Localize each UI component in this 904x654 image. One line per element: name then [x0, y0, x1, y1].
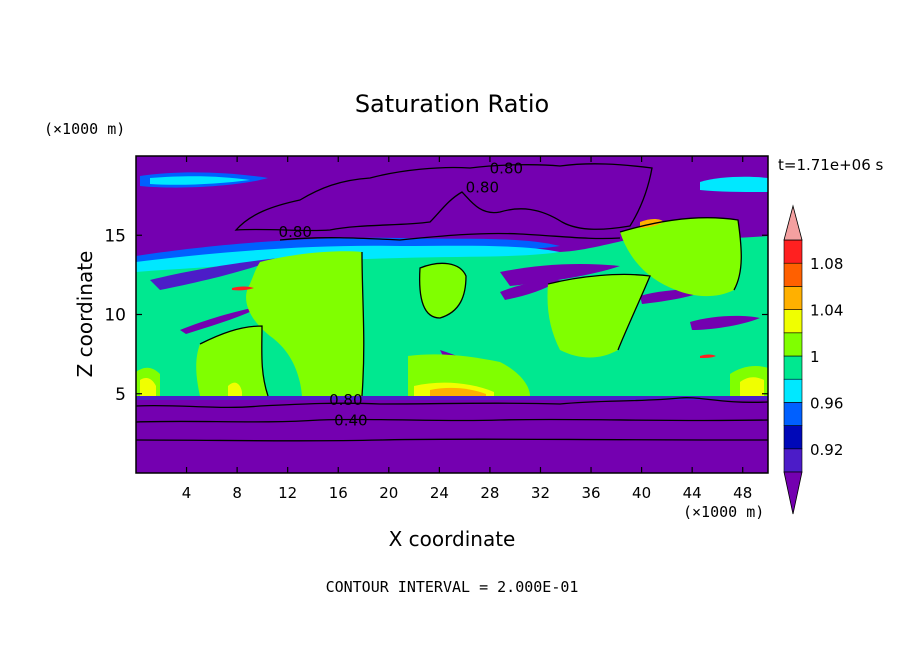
region-orange-1 [430, 387, 486, 396]
region-tongue-mid-2 [500, 280, 560, 300]
y-tick-label: 10 [104, 306, 126, 326]
colorbar-label: 1.08 [810, 255, 843, 273]
x-tick-label: 28 [480, 484, 499, 502]
contour-label: 0.40 [334, 412, 367, 430]
y-tick-label: 15 [104, 226, 126, 246]
contour-label: 0.80 [490, 160, 523, 178]
contour-line-mid-2 [418, 262, 467, 319]
colorbar-swatch [783, 425, 803, 450]
region-tongue-mid [500, 264, 620, 286]
x-tick-label: 44 [683, 484, 702, 502]
x-tick-label: 24 [430, 484, 449, 502]
x-unit-label: (×1000 m) [683, 503, 764, 521]
x-axis-label: X coordinate [389, 527, 516, 551]
colorbar-under-triangle [783, 471, 803, 515]
y-axis-ticks: 5 10 15 [104, 226, 768, 405]
colorbar-swatch [783, 332, 803, 357]
y-tick-label: 5 [115, 385, 126, 405]
contour-line-0.8-lower [136, 397, 768, 409]
region-upper-dry [136, 156, 768, 262]
colorbar-label: 0.96 [810, 394, 843, 412]
colorbar-swatch [783, 262, 803, 287]
contour-label: 0.80 [279, 223, 312, 241]
colorbar-swatch [783, 378, 803, 403]
colorbar-swatch [783, 286, 803, 310]
region-green-2 [196, 326, 268, 396]
contour-line-mid-4 [199, 325, 269, 397]
region-green-4 [547, 274, 650, 358]
contour-line-upper [234, 163, 653, 232]
region-green-5 [620, 217, 742, 297]
region-yellow-2 [140, 378, 156, 396]
contour-line-mid-3 [619, 216, 742, 291]
colorbar-swatch [783, 355, 803, 380]
contour-line-0.4 [136, 418, 768, 423]
x-tick-label: 4 [182, 484, 192, 502]
x-tick-label: 16 [329, 484, 348, 502]
x-tick-label: 36 [581, 484, 600, 502]
y-unit-label: (×1000 m) [44, 120, 125, 138]
heatmap-field [136, 156, 768, 473]
region-red-1 [232, 286, 254, 291]
region-green-3 [419, 263, 466, 318]
contour-line-upper-2 [279, 232, 621, 241]
x-tick-label: 48 [733, 484, 752, 502]
region-tongue-left-2 [180, 306, 262, 334]
x-axis-ticks: 4 8 12 16 20 24 28 32 36 40 44 48 [182, 156, 752, 502]
x-tick-label: 20 [379, 484, 398, 502]
region-red-2 [700, 354, 716, 358]
colorbar-label: 0.92 [810, 441, 843, 459]
region-tongue-left [150, 258, 280, 290]
contour-lines [136, 163, 768, 442]
x-tick-label: 32 [531, 484, 550, 502]
colorbar: 0.92 0.96 1 1.04 1.08 [783, 204, 843, 515]
colorbar-swatch [783, 402, 803, 426]
x-tick-label: 40 [632, 484, 651, 502]
contour-label: 0.80 [466, 179, 499, 197]
time-label: t=1.71e+06 s [778, 156, 884, 174]
contour-label: 0.80 [329, 391, 362, 409]
contour-line-bottom [136, 438, 768, 442]
x-tick-label: 12 [278, 484, 297, 502]
region-lower-dry [136, 396, 768, 473]
region-lower-band [136, 396, 768, 400]
colorbar-over-triangle [783, 204, 803, 241]
region-right-streak [700, 176, 768, 192]
region-top-streak-2 [150, 176, 250, 185]
y-axis-label: Z coordinate [73, 251, 97, 378]
contour-line-mid-1 [361, 251, 365, 397]
colorbar-swatch [783, 309, 803, 334]
contour-line-mid-5 [547, 273, 651, 351]
region-green-1 [246, 251, 364, 396]
x-tick-label: 8 [232, 484, 242, 502]
colorbar-swatch [783, 239, 803, 264]
colorbar-label: 1.04 [810, 302, 843, 320]
colorbar-swatch [783, 448, 803, 473]
colorbar-label: 1 [810, 348, 820, 366]
contour-interval-footer: CONTOUR INTERVAL = 2.000E-01 [326, 578, 579, 596]
region-tongue-right-2 [690, 315, 760, 330]
chart-title: Saturation Ratio [355, 90, 549, 118]
contour-labels: 0.800.800.800.800.40 [279, 160, 523, 430]
region-yellow-3 [740, 377, 764, 396]
region-yellow-4 [228, 382, 242, 396]
